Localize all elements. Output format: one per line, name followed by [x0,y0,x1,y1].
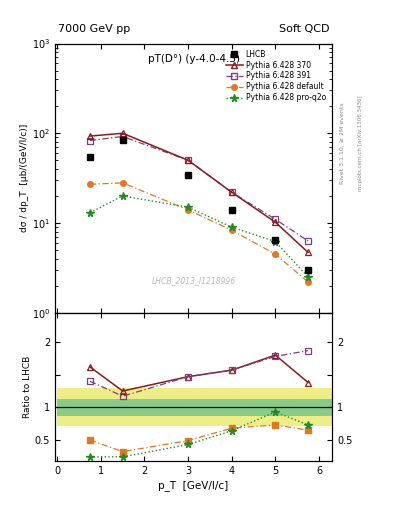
Y-axis label: dσ / dp_T  [μb/(GeV/l/c)]: dσ / dp_T [μb/(GeV/l/c)] [20,124,29,232]
Text: pT(D°) (y-4.0-4.5): pT(D°) (y-4.0-4.5) [147,54,240,65]
X-axis label: p_T  [GeV/l/c]: p_T [GeV/l/c] [158,480,229,490]
Legend: LHCB, Pythia 6.428 370, Pythia 6.428 391, Pythia 6.428 default, Pythia 6.428 pro: LHCB, Pythia 6.428 370, Pythia 6.428 391… [224,47,328,104]
Text: mcplots.cern.ch [arXiv:1306.3436]: mcplots.cern.ch [arXiv:1306.3436] [358,96,363,191]
Text: Soft QCD: Soft QCD [279,24,329,34]
Text: Rivet 3.1.10, ≥ 2M events: Rivet 3.1.10, ≥ 2M events [340,102,345,184]
Y-axis label: Ratio to LHCB: Ratio to LHCB [23,356,32,418]
Text: LHCB_2013_I1218996: LHCB_2013_I1218996 [151,276,236,285]
Text: 7000 GeV pp: 7000 GeV pp [58,24,130,34]
